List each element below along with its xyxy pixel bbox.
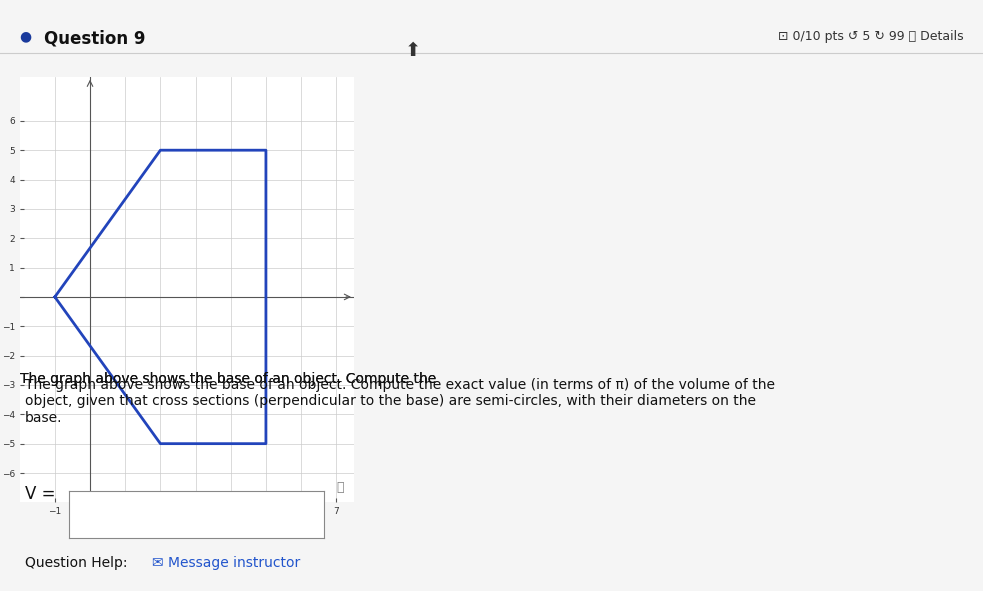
Text: The graph above shows the base of an object. Compute the: The graph above shows the base of an obj… bbox=[20, 372, 440, 387]
Text: ✉ Message instructor: ✉ Message instructor bbox=[152, 556, 301, 570]
Text: ⊡ 0/10 pts ↺ 5 ↻ 99 ⓘ Details: ⊡ 0/10 pts ↺ 5 ↻ 99 ⓘ Details bbox=[778, 30, 963, 43]
Text: The graph above shows the base of an object. Compute the: The graph above shows the base of an obj… bbox=[20, 372, 440, 387]
Text: ⬆: ⬆ bbox=[405, 41, 421, 60]
Text: Question Help:: Question Help: bbox=[25, 556, 136, 570]
Text: Question 9: Question 9 bbox=[44, 30, 145, 47]
Text: The graph above shows the base of an object. Compute the exact value (in terms o: The graph above shows the base of an obj… bbox=[25, 378, 775, 425]
Text: 🔍: 🔍 bbox=[336, 481, 344, 494]
Text: ●: ● bbox=[20, 30, 31, 44]
Text: V =: V = bbox=[25, 485, 55, 502]
